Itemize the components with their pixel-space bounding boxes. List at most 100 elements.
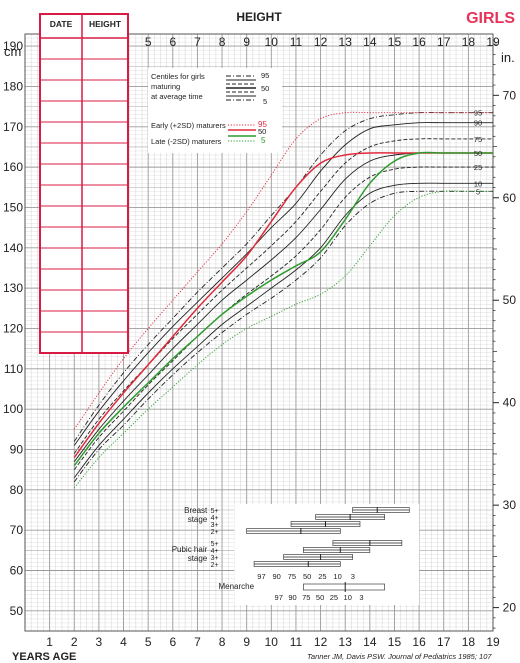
stage-label: 3+ — [211, 555, 219, 562]
y-tick-label-in: 40 — [503, 396, 517, 410]
y-tick-label-cm: 140 — [3, 241, 23, 255]
legend-average-title-2: maturing — [151, 82, 180, 91]
x-tick-label-bottom: 17 — [437, 635, 451, 649]
y-tick-label-cm: 110 — [4, 362, 23, 376]
maturity-centile-label: 50 — [303, 572, 311, 581]
stage-bar-box — [352, 507, 410, 513]
table-header-date: DATE — [50, 19, 73, 29]
series-line-average-dash-4 — [73, 166, 493, 470]
legend-average-95: 95 — [261, 71, 269, 80]
x-tick-label-bottom: 8 — [219, 635, 226, 649]
x-tick-label-top: 16 — [412, 35, 426, 49]
y-tick-label-cm: 170 — [3, 120, 23, 134]
series-line-average-dash-2 — [73, 138, 493, 454]
legend-late-5: 5 — [261, 136, 266, 145]
citation: Tanner JM, Davis PSW. Journal of Pediatr… — [307, 652, 492, 661]
axis-ticks: 5060708090100110120130140150160170180190… — [3, 35, 516, 649]
y-tick-label-cm: 80 — [10, 483, 24, 497]
maturity-centile-label: 10 — [333, 572, 341, 581]
y-tick-label-in: 70 — [503, 88, 517, 102]
y-tick-label-cm: 160 — [3, 160, 23, 174]
x-tick-label-bottom: 19 — [486, 635, 500, 649]
legend-average-5: 5 — [263, 97, 267, 106]
menarche-centile-label: 25 — [330, 593, 338, 602]
record-table: DATE HEIGHT — [39, 13, 129, 354]
x-tick-label-bottom: 3 — [96, 635, 103, 649]
menarche-centile-label: 10 — [344, 593, 352, 602]
y-tick-label-cm: 180 — [3, 79, 23, 93]
series-line-average-solid-1 — [73, 122, 493, 446]
menarche-centile-label: 97 — [275, 593, 283, 602]
x-tick-label-bottom: 11 — [290, 635, 303, 649]
table-header-height: HEIGHT — [89, 19, 122, 29]
x-tick-label-bottom: 15 — [388, 635, 402, 649]
y-tick-label-cm: 190 — [3, 39, 23, 53]
stage-label: 2+ — [211, 562, 219, 569]
x-tick-label-top: 17 — [437, 35, 451, 49]
y-tick-label-cm: 60 — [10, 563, 24, 577]
maturity-label: Pubic hair — [172, 545, 208, 554]
menarche-centile-label: 3 — [359, 593, 363, 602]
y-tick-label-in: 60 — [503, 191, 517, 205]
stage-label: 4+ — [211, 548, 219, 555]
left-unit: cm — [4, 44, 21, 59]
y-tick-label-cm: 100 — [3, 402, 23, 416]
series-line-average-solid-5 — [73, 182, 493, 478]
stage-label: 4+ — [211, 515, 219, 522]
menarche-background — [234, 583, 420, 605]
x-tick-label-top: 15 — [388, 35, 402, 49]
stage-bar-box — [332, 540, 403, 546]
x-tick-label-top: 8 — [219, 35, 226, 49]
y-tick-label-in: 20 — [503, 601, 517, 615]
x-tick-label-bottom: 1 — [46, 635, 53, 649]
menarche-centile-label: 90 — [288, 593, 296, 602]
maturity-label: stage — [188, 515, 208, 524]
legend-average-title-1: Centiles for girls — [151, 72, 205, 81]
record-table-rows — [40, 37, 128, 333]
x-tick-label-bottom: 7 — [194, 635, 201, 649]
end-label-25: 25 — [474, 163, 482, 172]
end-label-75: 75 — [474, 135, 482, 144]
maturity-centile-label: 97 — [257, 572, 265, 581]
x-tick-label-bottom: 10 — [265, 635, 279, 649]
chart-title: HEIGHT — [236, 10, 282, 24]
x-tick-label-bottom: 4 — [120, 635, 127, 649]
end-label-95: 95 — [474, 109, 482, 118]
y-tick-label-cm: 70 — [10, 523, 24, 537]
x-tick-label-bottom: 12 — [314, 635, 328, 649]
y-tick-label-cm: 50 — [10, 604, 24, 618]
stage-bar-box — [283, 554, 353, 560]
legend: Centiles for girls maturing at average t… — [148, 68, 282, 153]
x-tick-label-top: 7 — [194, 35, 201, 49]
menarche-centile-label: 50 — [316, 593, 324, 602]
x-tick-label-top: 13 — [339, 35, 353, 49]
legend-early-label: Early (+2SD) maturers — [151, 121, 226, 130]
x-tick-label-top: 12 — [314, 35, 328, 49]
legend-mid-50: 50 — [258, 127, 266, 136]
maturity-centile-label: 25 — [318, 572, 326, 581]
stage-label: 2+ — [211, 529, 219, 536]
maturity-centile-label: 90 — [273, 572, 281, 581]
y-tick-label-cm: 90 — [10, 442, 24, 456]
x-tick-label-top: 19 — [486, 35, 500, 49]
x-tick-label-bottom: 13 — [339, 635, 353, 649]
x-tick-label-bottom: 9 — [243, 635, 250, 649]
end-label-90: 90 — [474, 119, 482, 128]
series-line-late-solid-9 — [73, 151, 493, 467]
maturity-centile-label: 3 — [351, 572, 355, 581]
maturity-label: stage — [188, 554, 208, 563]
maturity-label: Breast — [184, 506, 208, 515]
stage-bar-box — [303, 547, 371, 553]
y-tick-label-cm: 150 — [3, 200, 23, 214]
x-tick-label-top: 18 — [462, 35, 476, 49]
legend-average-title-3: at average time — [151, 92, 203, 101]
x-tick-label-top: 5 — [145, 35, 152, 49]
right-unit: in. — [501, 50, 515, 65]
menarche-bar — [303, 583, 385, 591]
menarche-centile-label: 75 — [302, 593, 310, 602]
y-tick-label-cm: 130 — [3, 281, 23, 295]
x-tick-label-bottom: 6 — [169, 635, 176, 649]
x-tick-label-top: 9 — [243, 35, 250, 49]
